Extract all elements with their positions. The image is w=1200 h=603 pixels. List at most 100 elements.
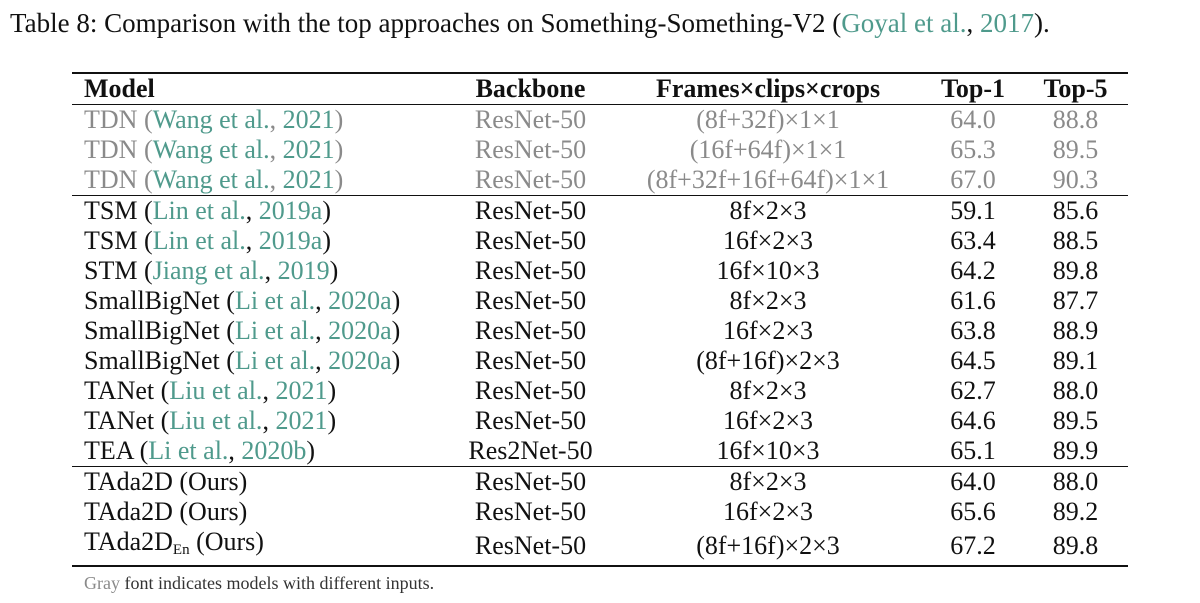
citation-author-link[interactable]: Li et al.: [234, 346, 316, 375]
citation-year-link[interactable]: 2020a: [328, 316, 392, 345]
table-row: TAda2D (Ours) ResNet-50 8f×2×3 64.0 88.0: [72, 466, 1128, 498]
citation-author-link[interactable]: Li et al.: [148, 436, 229, 465]
citation-author-link[interactable]: Jiang et al.: [152, 256, 265, 285]
table-row: TDN (Wang et al., 2021) ResNet-50 (8f+32f)…: [72, 105, 1128, 136]
citation-year-link[interactable]: 2021: [282, 135, 335, 164]
cell-top1: 65.3: [950, 135, 996, 164]
cell-model: TSM (Lin et al., 2019a): [84, 226, 331, 255]
citation-author-link[interactable]: Wang et al.: [152, 165, 270, 194]
model-name: TSM: [84, 196, 138, 225]
cell-frames: 16f×2×3: [723, 497, 813, 526]
citation-year-link[interactable]: 2020a: [328, 286, 392, 315]
cell-backbone: ResNet-50: [474, 135, 587, 164]
table-row: TAda2D (Ours) ResNet-50 16f×2×3 65.6 89.2: [72, 497, 1128, 527]
comparison-table-container: Model Backbone Frames×clips×crops Top-1 …: [72, 72, 1128, 567]
citation-author-link[interactable]: Wang et al.: [152, 135, 270, 164]
caption-citation-sep: ,: [966, 8, 980, 38]
model-name: TDN: [84, 165, 138, 194]
model-name: STM: [84, 256, 138, 285]
cell-top5: 88.5: [1052, 226, 1099, 255]
table-row: SmallBigNet (Li et al., 2020a) ResNet-50 (…: [72, 346, 1128, 376]
cell-backbone: ResNet-50: [474, 226, 587, 255]
citation-year-link[interactable]: 2020b: [241, 436, 307, 465]
cell-backbone: ResNet-50: [474, 165, 587, 194]
citation-year-link[interactable]: 2019a: [258, 226, 323, 255]
caption-citation-author[interactable]: Goyal et al.: [841, 8, 967, 38]
cell-frames: 8f×2×3: [729, 467, 807, 496]
cell-top5: 88.0: [1052, 376, 1099, 405]
cell-model: TDN (Wang et al., 2021): [84, 135, 344, 164]
table-row: TDN (Wang et al., 2021) ResNet-50 (16f+64f…: [72, 135, 1128, 165]
cell-top1: 65.1: [950, 436, 996, 465]
cell-frames: 16f×10×3: [716, 256, 820, 285]
citation-year-link[interactable]: 2021: [275, 406, 328, 435]
header-frames: Frames×clips×crops: [655, 74, 881, 103]
cell-top1: 65.6: [950, 497, 996, 526]
citation-year-link[interactable]: 2021: [282, 105, 335, 134]
citation-author-link[interactable]: Lin et al.: [152, 226, 246, 255]
table-row: TEA (Li et al., 2020b) Res2Net-50 16f×10×3…: [72, 436, 1128, 467]
table-caption: Table 8: Comparison with the top approac…: [10, 6, 1050, 40]
model-name: TEA: [84, 436, 134, 465]
model-name: TAda2D: [84, 527, 173, 556]
cell-model: TAda2DEn (Ours): [72, 527, 448, 566]
cell-backbone: ResNet-50: [474, 316, 587, 345]
cell-model: TANet (Liu et al., 2021): [84, 406, 337, 435]
model-name: TDN: [84, 135, 138, 164]
citation-author-link[interactable]: Liu et al.: [169, 376, 263, 405]
cell-top1: 64.2: [950, 256, 996, 285]
cell-top1: 67.2: [950, 531, 996, 560]
table-body: TDN (Wang et al., 2021) ResNet-50 (8f+32f)…: [72, 105, 1128, 566]
citation-year-link[interactable]: 2020a: [328, 346, 392, 375]
cell-model: STM (Jiang et al., 2019): [84, 256, 339, 285]
model-name: SmallBigNet: [84, 346, 220, 375]
cell-model: TDN (Wang et al., 2021): [84, 105, 344, 134]
cell-top5: 89.2: [1052, 497, 1099, 526]
table-header-row: Model Backbone Frames×clips×crops Top-1 …: [72, 73, 1128, 105]
cell-top5: 87.7: [1052, 286, 1099, 315]
model-name: TSM: [84, 226, 138, 255]
cell-top5: 89.5: [1052, 406, 1099, 435]
citation-year-link[interactable]: 2019: [277, 256, 330, 285]
table-row: TANet (Liu et al., 2021) ResNet-50 16f×2×3…: [72, 406, 1128, 436]
citation-year-link[interactable]: 2019a: [258, 196, 323, 225]
header-top1: Top-1: [940, 74, 1006, 103]
cell-top5: 89.8: [1052, 256, 1099, 285]
citation-year-link[interactable]: 2021: [282, 165, 335, 194]
citation-year-link[interactable]: 2021: [275, 376, 328, 405]
cell-model: SmallBigNet (Li et al., 2020a): [84, 316, 401, 345]
cell-backbone: Res2Net-50: [468, 436, 593, 465]
cell-model: TAda2D (Ours): [72, 467, 448, 498]
table-row: TSM (Lin et al., 2019a) ResNet-50 16f×2×3 6…: [72, 226, 1128, 256]
footnote-text: font indicates models with different inp…: [119, 573, 435, 593]
cell-model: TANet (Liu et al., 2021): [84, 376, 337, 405]
cell-backbone: ResNet-50: [474, 497, 587, 526]
citation-author-link[interactable]: Li et al.: [234, 316, 316, 345]
cell-backbone: ResNet-50: [474, 376, 587, 405]
table-row: SmallBigNet (Li et al., 2020a) ResNet-50 1…: [72, 316, 1128, 346]
table-row: STM (Jiang et al., 2019) ResNet-50 16f×10×…: [72, 256, 1128, 286]
cell-frames: (8f+32f)×1×1: [696, 105, 840, 134]
cell-model: TSM (Lin et al., 2019a): [84, 196, 331, 225]
cell-backbone: ResNet-50: [474, 406, 587, 435]
table-row: TANet (Liu et al., 2021) ResNet-50 8f×2×3 6…: [72, 376, 1128, 406]
citation-author-link[interactable]: Li et al.: [234, 286, 316, 315]
cell-model: TDN (Wang et al., 2021): [84, 165, 344, 194]
cell-frames: 8f×2×3: [729, 376, 807, 405]
cell-frames: 16f×10×3: [716, 436, 820, 465]
cell-backbone: ResNet-50: [474, 286, 587, 315]
cell-model: SmallBigNet (Li et al., 2020a): [84, 286, 401, 315]
cell-frames: 16f×2×3: [723, 316, 813, 345]
footnote-gray-word: Gray: [84, 573, 120, 593]
caption-suffix: ).: [1033, 8, 1050, 38]
cell-top1: 64.0: [950, 105, 996, 134]
cell-top5: 89.1: [1052, 346, 1099, 375]
cell-model: SmallBigNet (Li et al., 2020a): [84, 346, 401, 375]
citation-author-link[interactable]: Wang et al.: [152, 105, 270, 134]
caption-citation-year[interactable]: 2017: [979, 8, 1034, 38]
comparison-table: Model Backbone Frames×clips×crops Top-1 …: [72, 72, 1128, 567]
citation-author-link[interactable]: Liu et al.: [169, 406, 263, 435]
cell-top5: 88.0: [1052, 467, 1099, 496]
cell-frames: 16f×2×3: [723, 226, 813, 255]
citation-author-link[interactable]: Lin et al.: [152, 196, 246, 225]
